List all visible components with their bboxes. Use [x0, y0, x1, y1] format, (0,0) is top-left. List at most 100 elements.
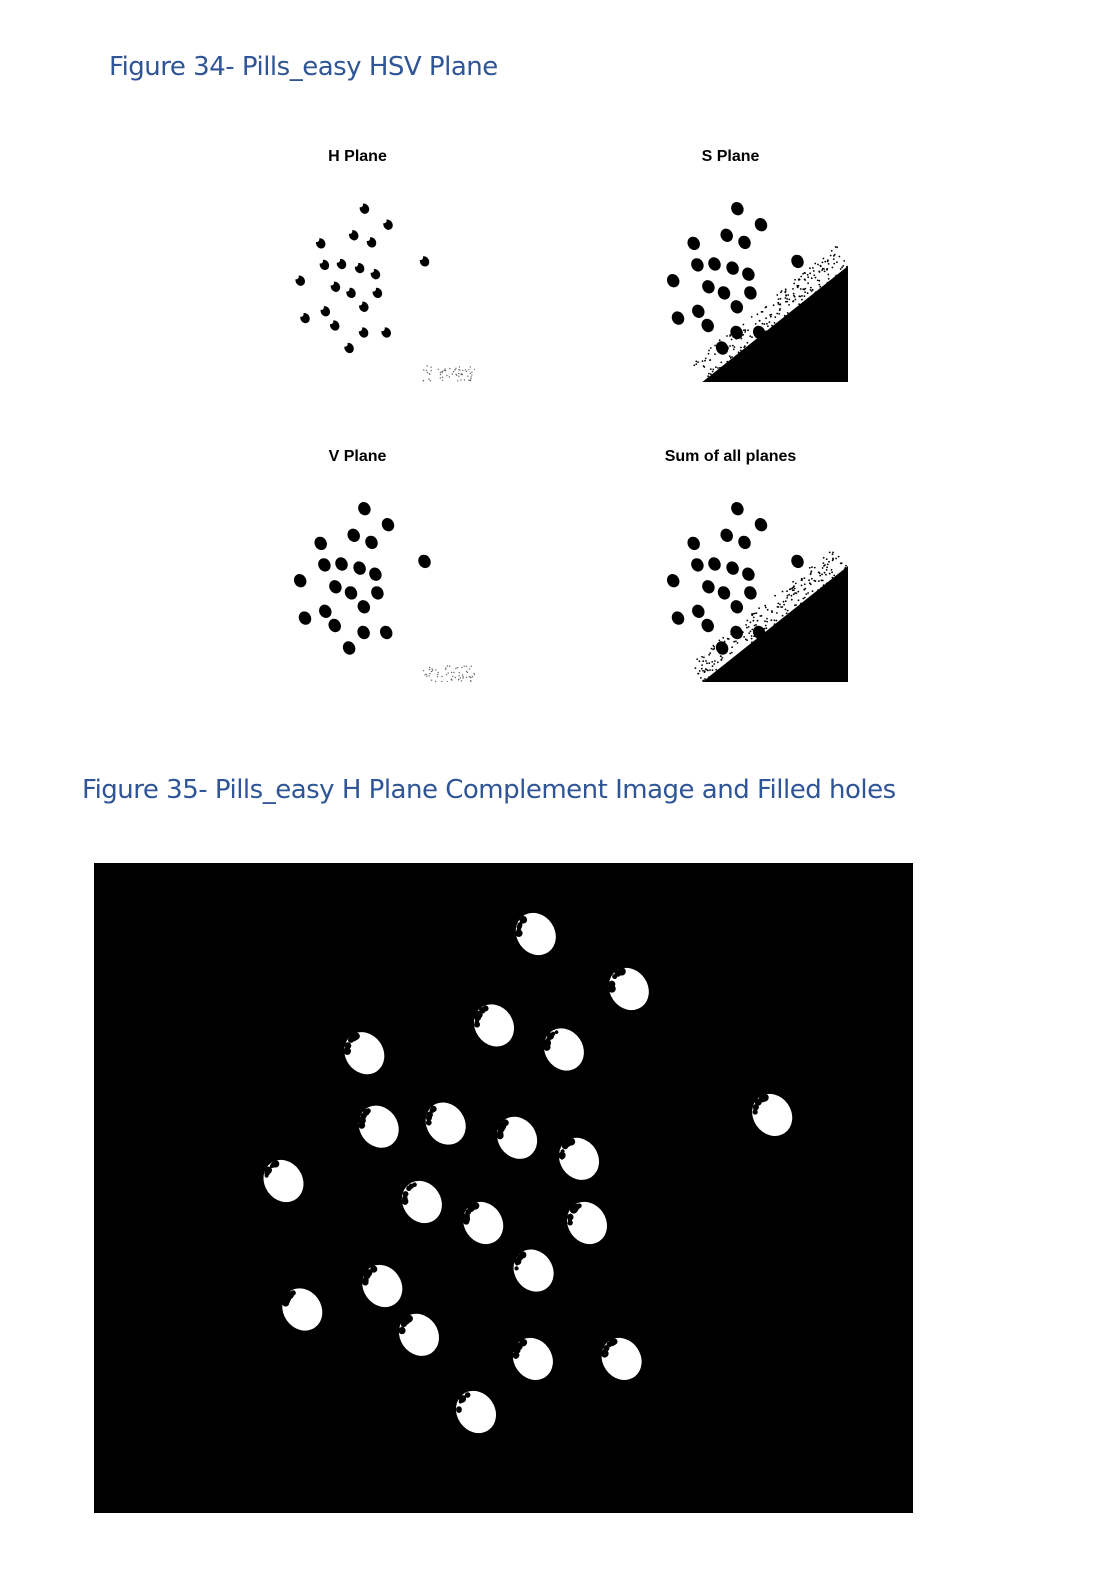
pill-blob	[752, 1093, 793, 1136]
pill-notch	[344, 286, 350, 292]
pill-mark	[691, 258, 704, 272]
pill-mark	[791, 554, 804, 569]
pill-mark	[708, 557, 721, 571]
pill-notch	[357, 325, 363, 332]
pill-mark	[319, 604, 332, 618]
pill-mark	[318, 558, 331, 572]
pill-blob	[343, 1032, 385, 1075]
pill-blob	[607, 967, 649, 1011]
pill-mark	[730, 325, 743, 340]
pill-mark	[730, 600, 744, 614]
pill-notch	[347, 228, 353, 234]
pill-mark	[701, 318, 714, 333]
pill-mark	[752, 325, 766, 340]
pill-mark	[717, 286, 731, 300]
pill-mark	[666, 574, 680, 588]
pill-mark	[754, 218, 768, 232]
pill-mark	[730, 300, 744, 314]
h-plane-subplot: H Plane	[240, 146, 475, 382]
s-plane-image	[666, 202, 848, 382]
pill-mark	[754, 518, 768, 532]
pill-notch	[317, 258, 323, 264]
pill-mark	[702, 580, 715, 594]
pill-notch	[293, 274, 299, 280]
pill-mark	[329, 580, 342, 594]
pill-mark	[335, 557, 348, 571]
pill-mark	[418, 554, 431, 569]
pill-blob	[361, 1264, 403, 1308]
h-plane-title: H Plane	[328, 148, 387, 165]
pill-mark	[293, 574, 307, 588]
pill-mark	[671, 611, 685, 625]
pill-mark	[744, 286, 757, 300]
pill-mark	[742, 567, 755, 581]
pill-mark	[692, 304, 705, 318]
pill-mark	[702, 280, 715, 294]
figure-35-caption: Figure 35- Pills_easy H Plane Complement…	[82, 775, 896, 805]
pill-mark	[715, 641, 729, 655]
h-plane-image	[293, 202, 475, 382]
pill-notch	[318, 304, 324, 310]
pill-blob	[401, 1180, 442, 1224]
pill-blob	[398, 1313, 440, 1356]
pill-notch	[298, 311, 304, 317]
pill-mark	[357, 625, 370, 640]
pill-notch	[357, 202, 363, 208]
v-plane-title: V Plane	[328, 448, 387, 465]
pill-notch	[342, 341, 348, 347]
v-plane-image	[293, 502, 475, 682]
pill-blob	[496, 1116, 538, 1159]
pill-mark	[708, 257, 721, 271]
pill-mark	[691, 558, 704, 572]
pill-notch	[314, 236, 320, 242]
pill-mark	[371, 586, 384, 600]
pill-mark	[720, 228, 733, 242]
pill-blob	[513, 1249, 554, 1292]
h-plane-complement-filled-image	[94, 863, 913, 1513]
s-plane-title: S Plane	[701, 148, 760, 165]
pill-blob	[462, 1201, 504, 1245]
pill-mark	[314, 536, 327, 551]
pill-mark	[381, 518, 395, 532]
pill-mark	[328, 618, 341, 633]
pill-mark	[731, 502, 744, 516]
pill-mark	[720, 528, 733, 542]
pill-mark	[344, 586, 358, 600]
pill-mark	[357, 600, 371, 614]
shadow-region	[702, 566, 848, 682]
pill-mark	[687, 536, 700, 551]
pill-mark	[730, 625, 743, 640]
shadow-region	[702, 266, 848, 382]
pill-notch	[370, 286, 376, 292]
pill-blob	[558, 1137, 600, 1180]
pill-mark	[791, 254, 804, 269]
pill-blob	[358, 1105, 399, 1148]
shadow-noise	[694, 551, 847, 682]
pill-blob	[282, 1288, 323, 1331]
pill-mark	[353, 561, 366, 575]
pill-blob	[263, 1159, 304, 1203]
pill-blob	[515, 912, 556, 956]
shadow-noise	[422, 365, 475, 382]
s-plane-subplot: S Plane	[613, 146, 848, 382]
pill-mark	[379, 625, 393, 640]
pill-blob	[473, 1004, 515, 1047]
pill-mark	[731, 202, 744, 216]
pill-notch	[368, 267, 374, 273]
pill-mark	[717, 586, 731, 600]
pill-mark	[666, 274, 680, 288]
pill-notch	[334, 257, 341, 263]
pill-mark	[738, 535, 751, 550]
pill-mark	[369, 567, 382, 581]
pill-notch	[381, 218, 387, 224]
pill-notch	[328, 318, 334, 325]
v-plane-subplot: V Plane	[240, 446, 475, 682]
pill-mark	[742, 267, 755, 281]
pill-blob	[512, 1337, 553, 1380]
pill-notch	[364, 235, 371, 241]
pill-mark	[752, 625, 766, 640]
pill-blob	[455, 1390, 497, 1434]
pill-mark	[342, 641, 356, 655]
pill-mark	[744, 586, 757, 600]
shadow-noise	[422, 665, 475, 682]
